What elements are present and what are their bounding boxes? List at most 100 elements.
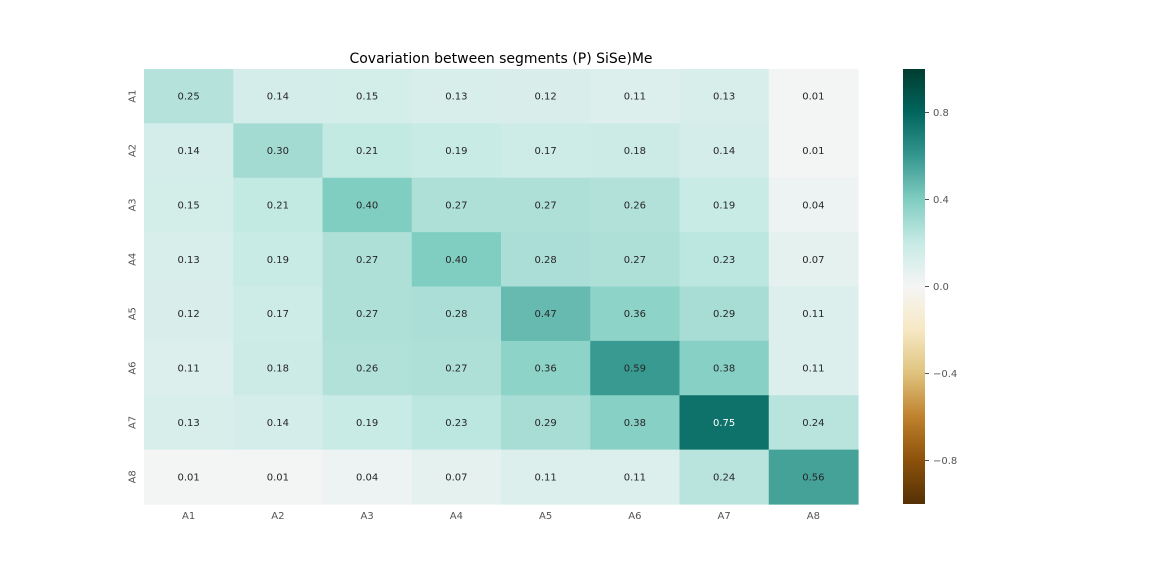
cell-value-label: 0.01 (177, 472, 199, 483)
cell-value-label: 0.27 (624, 255, 646, 266)
cell-value-label: 0.27 (534, 200, 556, 211)
heatmap-cell-A5-A1 (144, 286, 234, 342)
heatmap-cell-A8-A8 (768, 449, 859, 505)
heatmap-cell-A3-A6 (590, 177, 681, 233)
cell-value-label: 0.12 (177, 309, 199, 320)
colorbar-tick-label: 0.8 (933, 108, 949, 119)
cell-value-label: 0.29 (713, 309, 735, 320)
cell-value-label: 0.14 (713, 146, 735, 157)
cell-value-label: 0.14 (177, 146, 199, 157)
heatmap-cell-A8-A4 (411, 449, 502, 505)
heatmap-cell-A8-A1 (144, 449, 234, 505)
cell-value-label: 0.29 (534, 418, 556, 429)
y-tick-label: A2 (128, 144, 139, 157)
cell-value-label: 0.36 (624, 309, 646, 320)
heatmap-cell-A6-A7 (679, 340, 770, 396)
heatmap-cell-A7-A4 (411, 395, 502, 451)
heatmap-cell-A2-A6 (590, 123, 681, 179)
x-tick-label: A3 (361, 511, 374, 522)
heatmap-cell-A3-A1 (144, 177, 234, 233)
heatmap-cell-A3-A2 (233, 177, 324, 233)
y-tick-label: A8 (128, 470, 139, 483)
heatmap-cell-A1-A4 (411, 69, 502, 124)
cell-value-label: 0.19 (445, 146, 467, 157)
heatmap-cell-A2-A7 (679, 123, 770, 179)
heatmap-cell-A8-A7 (679, 449, 770, 505)
heatmap-cell-A5-A4 (411, 286, 502, 342)
cell-value-label: 0.01 (802, 92, 824, 103)
cell-value-label: 0.13 (177, 255, 199, 266)
cell-value-label: 0.15 (356, 92, 378, 103)
heatmap-cell-A6-A5 (501, 340, 591, 396)
heatmap-cell-A8-A6 (590, 449, 681, 505)
heatmap-cell-A7-A6 (590, 395, 681, 451)
heatmap-cell-A5-A3 (322, 286, 413, 342)
y-tick-label: A7 (128, 416, 139, 429)
heatmap-cell-A2-A3 (322, 123, 413, 179)
heatmap-cell-A2-A4 (411, 123, 502, 179)
heatmap-cells: 0.25 0.14 0.15 0.13 0.12 0.11 0.13 0.01 0.14 0.30… (144, 69, 859, 505)
heatmap-cell-A7-A8 (768, 395, 859, 451)
cell-value-label: 0.38 (713, 364, 735, 375)
colorbar-ticks: 0.8 0.4 0.0 −0.4 −0.8 (925, 108, 957, 467)
heatmap-cell-A6-A8 (768, 340, 859, 396)
cell-value-label: 0.28 (445, 309, 467, 320)
heatmap-cell-A6-A3 (322, 340, 413, 396)
heatmap-cell-A6-A4 (411, 340, 502, 396)
x-tick-label: A4 (450, 511, 463, 522)
heatmap-cell-A1-A5 (501, 69, 591, 124)
cell-value-label: 0.59 (624, 364, 646, 375)
x-tick-label: A2 (271, 511, 284, 522)
heatmap-cell-A5-A5 (501, 286, 591, 342)
heatmap-cell-A5-A8 (768, 286, 859, 342)
colorbar-tick-label: 0.0 (933, 282, 949, 293)
heatmap-cell-A2-A8 (768, 123, 859, 179)
heatmap-cell-A3-A8 (768, 177, 859, 233)
y-tick-label: A4 (128, 253, 139, 266)
cell-value-label: 0.75 (713, 418, 735, 429)
cell-value-label: 0.27 (445, 364, 467, 375)
heatmap-cell-A7-A3 (322, 395, 413, 451)
cell-value-label: 0.12 (534, 92, 556, 103)
heatmap-cell-A6-A2 (233, 340, 324, 396)
cell-value-label: 0.27 (356, 255, 378, 266)
x-tick-label: A5 (539, 511, 552, 522)
cell-value-label: 0.11 (802, 309, 824, 320)
cell-value-label: 0.18 (624, 146, 646, 157)
cell-value-label: 0.13 (445, 92, 467, 103)
cell-value-label: 0.40 (356, 200, 378, 211)
heatmap-cell-A2-A2 (233, 123, 324, 179)
cell-value-label: 0.04 (356, 472, 378, 483)
heatmap-cell-A5-A2 (233, 286, 324, 342)
cell-value-label: 0.11 (624, 92, 646, 103)
cell-value-label: 0.40 (445, 255, 467, 266)
cell-value-label: 0.23 (713, 255, 735, 266)
heatmap-cell-A1-A6 (590, 69, 681, 124)
heatmap-cell-A2-A5 (501, 123, 591, 179)
heatmap-cell-A1-A2 (233, 69, 324, 124)
heatmap-cell-A1-A3 (322, 69, 413, 124)
cell-value-label: 0.11 (624, 472, 646, 483)
cell-value-label: 0.36 (534, 364, 556, 375)
cell-value-label: 0.19 (267, 255, 289, 266)
cell-value-label: 0.38 (624, 418, 646, 429)
cell-value-label: 0.15 (177, 200, 199, 211)
heatmap-cell-A7-A1 (144, 395, 234, 451)
heatmap-cell-A6-A1 (144, 340, 234, 396)
cell-value-label: 0.13 (177, 418, 199, 429)
y-tick-label: A5 (128, 307, 139, 320)
heatmap-cell-A1-A1 (144, 69, 234, 124)
colorbar (903, 69, 925, 504)
cell-value-label: 0.11 (802, 364, 824, 375)
cell-value-label: 0.11 (177, 364, 199, 375)
heatmap-cell-A4-A4 (411, 232, 502, 288)
cell-value-label: 0.07 (445, 472, 467, 483)
heatmap-cell-A3-A4 (411, 177, 502, 233)
y-tick-label: A1 (128, 90, 139, 103)
cell-value-label: 0.21 (356, 146, 378, 157)
cell-value-label: 0.24 (802, 418, 824, 429)
cell-value-label: 0.14 (267, 418, 289, 429)
heatmap-cell-A6-A6 (590, 340, 681, 396)
cell-value-label: 0.07 (802, 255, 824, 266)
heatmap-cell-A5-A6 (590, 286, 681, 342)
